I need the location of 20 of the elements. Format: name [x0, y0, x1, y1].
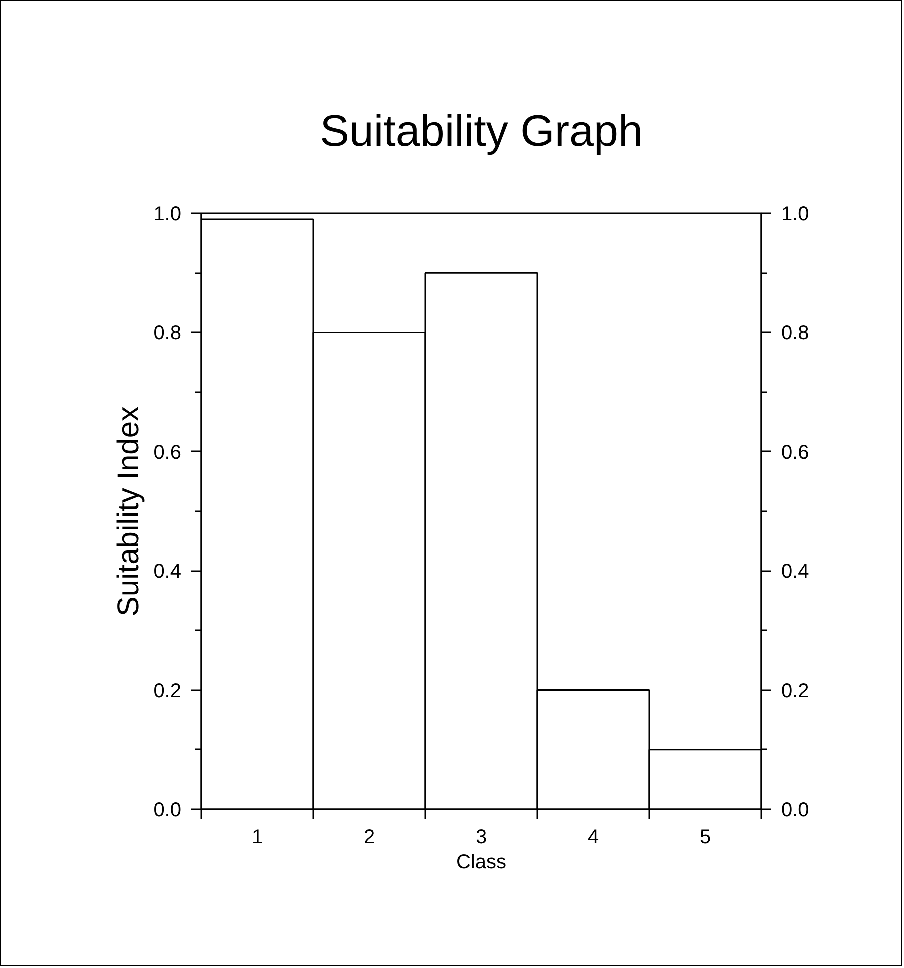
y-tick-label: 0.6: [154, 442, 182, 464]
y-tick-label: 0.2: [154, 680, 182, 702]
y-axis-title: Suitability Index: [112, 406, 146, 617]
y2-tick-label: 0.6: [782, 442, 810, 464]
x-tick-label: 5: [700, 826, 712, 848]
y-tick-label: 1.0: [154, 204, 182, 226]
y2-tick-label: 0.2: [782, 680, 810, 702]
y2-tick-label: 0.8: [782, 322, 810, 345]
x-tick-label: 3: [476, 826, 488, 848]
y-tick-label: 0.0: [154, 800, 182, 822]
y-tick-label: 0.8: [154, 322, 182, 345]
x-tick-label: 4: [588, 826, 600, 848]
y2-tick-label: 0.0: [782, 800, 810, 822]
y2-tick-label: 1.0: [782, 204, 810, 226]
chart-title: Suitability Graph: [320, 107, 643, 156]
y2-tick-label: 0.4: [782, 561, 810, 584]
y-tick-label: 0.4: [154, 561, 182, 584]
x-tick-label: 1: [252, 826, 264, 848]
x-axis-title: Class: [456, 852, 507, 874]
x-tick-label: 2: [364, 826, 376, 848]
